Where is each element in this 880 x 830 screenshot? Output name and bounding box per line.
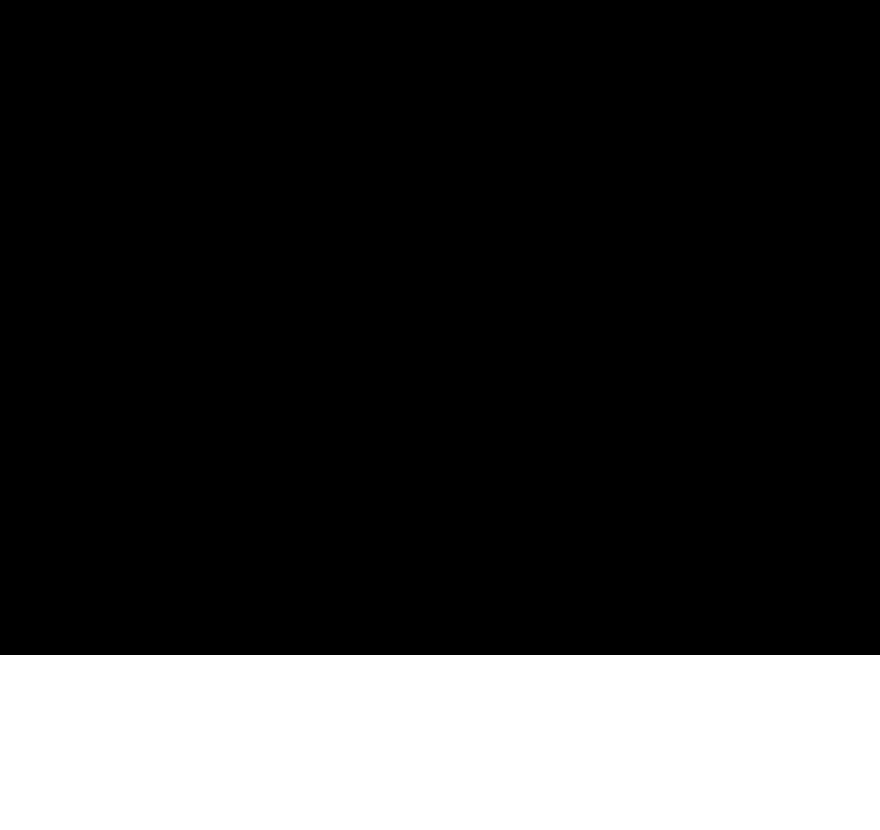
rain-regions (0, 25, 880, 164)
footer (0, 655, 880, 830)
datetime-block (860, 671, 862, 678)
weather-map (0, 0, 880, 655)
footer-header (24, 668, 862, 678)
fog-regions (165, 534, 454, 644)
snow-intrusions (172, 372, 506, 655)
weather-map-svg (0, 0, 880, 655)
city-layer (0, 0, 880, 655)
snow-light-patches (632, 420, 762, 522)
